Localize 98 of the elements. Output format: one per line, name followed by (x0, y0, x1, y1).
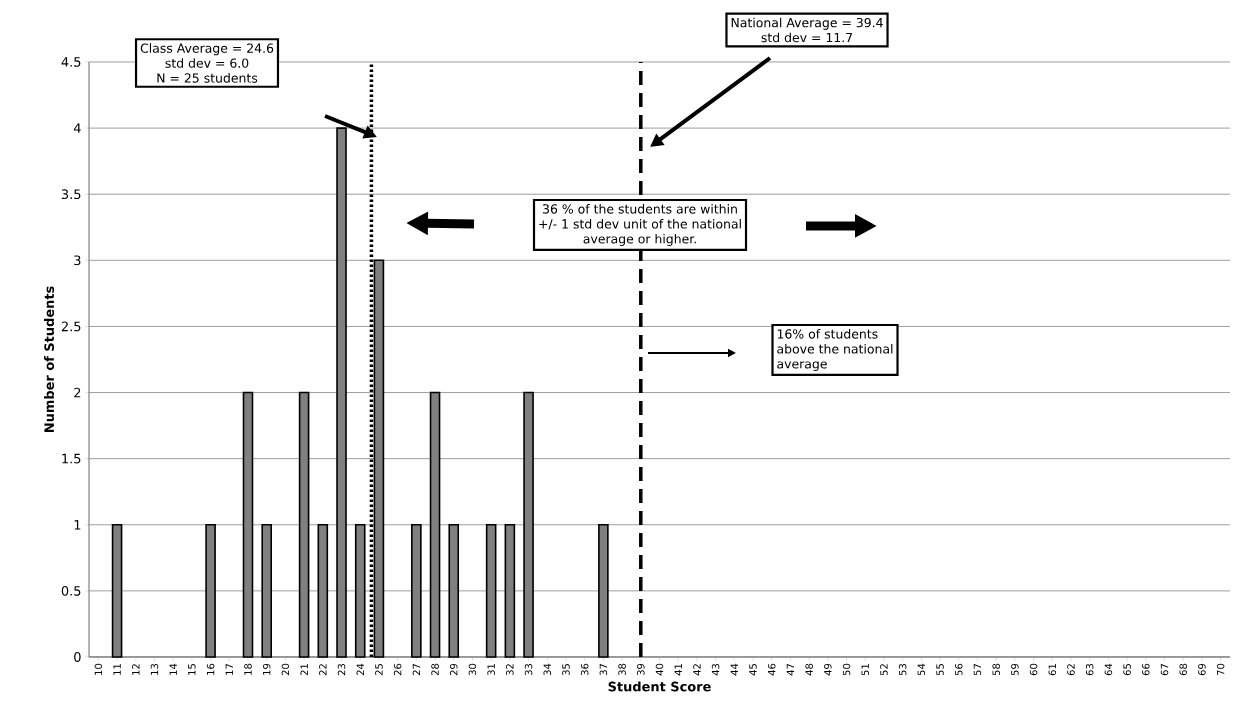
x-tick-label: 30 (468, 663, 477, 676)
x-tick-label: 69 (1198, 663, 1206, 676)
x-tick-label: 18 (244, 663, 252, 675)
bar (448, 523, 460, 658)
x-tick-label: 62 (1067, 664, 1075, 676)
x-tick-label: 14 (169, 663, 177, 675)
y-tick-label: 2.5 (61, 321, 81, 332)
x-tick-label: 64 (1104, 663, 1113, 676)
x-tick-label: 27 (412, 664, 421, 676)
bar (205, 523, 216, 658)
x-tick-label: 46 (767, 663, 776, 676)
x-tick-label: 35 (562, 664, 570, 676)
x-tick-label: 13 (150, 663, 159, 675)
x-tick-label: 70 (1216, 663, 1225, 676)
x-tick-label: 45 (749, 664, 757, 676)
x-tick-label: 24 (356, 663, 364, 676)
x-tick-label: 58 (992, 663, 1000, 676)
y-tick-label: 1.5 (62, 453, 81, 464)
x-tick-label: 29 (449, 663, 458, 676)
x-tick-label: 44 (730, 663, 738, 676)
x-tick-label: 37 (599, 664, 608, 676)
x-tick-label: 63 (1085, 663, 1094, 676)
x-tick-label: 15 (188, 664, 196, 675)
x-tick-label: 23 (337, 663, 346, 676)
y-tick-label: 4 (73, 123, 81, 133)
x-tick-label: 65 (1123, 664, 1131, 676)
annotation: std dev = 6.0 (165, 58, 249, 68)
x-tick-label: 39 (637, 663, 645, 676)
x-tick-label: 12 (132, 664, 140, 675)
x-tick-label: 59 (1011, 663, 1019, 676)
bar (261, 523, 272, 658)
x-tick-label: 55 (936, 664, 944, 676)
x-tick-label: 54 (917, 663, 926, 676)
x-tick-label: 68 (1179, 663, 1187, 676)
x-tick-label: 32 (506, 664, 514, 676)
x-tick-label: 34 (543, 663, 552, 676)
x-tick-label: 51 (861, 664, 869, 676)
x-tick-label: 47 (786, 664, 795, 676)
y-tick-label: 3 (74, 255, 81, 266)
annotation: N = 25 students (157, 73, 258, 83)
bar (298, 391, 310, 658)
x-axis-title: Student Score (608, 681, 711, 692)
text: Class Average = 24.6 (140, 43, 274, 56)
x-tick-label: 17 (225, 664, 233, 675)
text: National Average = 39.4 (731, 17, 883, 30)
x-tick-label: 26 (393, 663, 402, 676)
x-tick-label: 52 (880, 664, 888, 676)
x-tick-label: 50 (842, 663, 851, 676)
x-tick-label: 22 (319, 664, 327, 676)
bar (354, 523, 366, 658)
y-tick-label: 2 (74, 387, 81, 398)
x-tick-label: 38 (618, 663, 626, 676)
x-tick-label: 11 (113, 664, 121, 675)
y-tick-label: 3.5 (61, 189, 81, 200)
y-tick-label: 1 (74, 520, 81, 530)
bar (523, 391, 534, 658)
x-tick-label: 20 (281, 663, 290, 676)
x-tick-label: 28 (431, 663, 439, 676)
x-tick-label: 36 (580, 663, 589, 676)
x-tick-label: 66 (1142, 663, 1150, 676)
x-tick-label: 49 (824, 663, 832, 676)
x-tick-label: 33 (524, 663, 533, 676)
x-tick-label: 43 (711, 663, 720, 676)
x-tick-label: 56 (954, 663, 963, 676)
y-tick-label: 0.5 (61, 585, 81, 596)
x-tick-label: 16 (206, 663, 215, 675)
annotation: average or higher. (583, 233, 696, 246)
x-tick-label: 67 (1160, 664, 1169, 676)
bar (111, 523, 123, 658)
x-tick-label: 31 (487, 664, 495, 676)
text: std dev = 11.7 (761, 32, 853, 43)
x-tick-label: 40 (655, 663, 664, 676)
y-tick-label: 0 (74, 652, 81, 662)
annotation: +/- 1 std dev unit of the national (539, 218, 741, 230)
bar (411, 523, 422, 658)
annotation: above the national (777, 343, 893, 354)
y-axis-title: Number of Students (44, 286, 55, 433)
x-tick-label: 53 (898, 663, 907, 676)
bar (429, 391, 441, 658)
bar (504, 523, 516, 658)
bar (317, 523, 329, 658)
x-tick-label: 19 (262, 663, 271, 675)
annotation: 16% of students (777, 329, 878, 339)
bar (242, 391, 254, 658)
x-tick-label: 42 (693, 664, 701, 676)
annotation: average (777, 361, 827, 371)
x-tick-label: 41 (674, 664, 682, 676)
x-tick-label: 25 (375, 664, 383, 676)
x-tick-label: 21 (300, 664, 308, 676)
bar (485, 523, 497, 658)
x-tick-label: 57 (973, 664, 982, 676)
x-tick-label: 48 (805, 663, 813, 676)
annotation: 36 % of the students are within (543, 204, 737, 214)
y-tick-label: 4.5 (61, 57, 81, 67)
bar (598, 523, 609, 658)
x-tick-label: 60 (1029, 663, 1038, 676)
x-tick-label: 10 (94, 663, 103, 675)
x-tick-label: 61 (1048, 664, 1057, 676)
